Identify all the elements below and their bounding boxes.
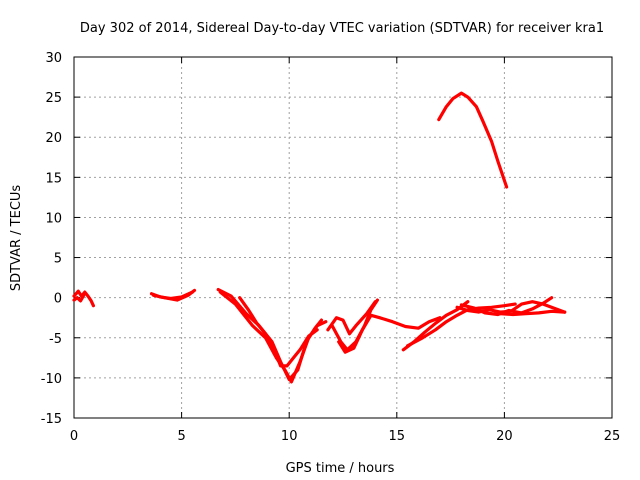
y-tick-label: -10	[41, 372, 62, 387]
series-arc-6d	[459, 296, 554, 317]
series-arc-5	[326, 300, 377, 336]
x-tick-label: 20	[496, 429, 513, 444]
series-arc-1	[72, 289, 96, 308]
chart-title: Day 302 of 2014, Sidereal Day-to-day VTE…	[80, 21, 604, 36]
series-arc-2b	[152, 288, 197, 302]
y-axis-label: SDTVAR / TECUs	[9, 185, 24, 292]
x-tick-label: 15	[389, 429, 406, 444]
x-axis-label: GPS time / hours	[286, 461, 395, 476]
grid-lines	[74, 57, 612, 418]
y-tick-label: 15	[45, 171, 62, 186]
x-tick-label: 0	[70, 429, 78, 444]
series-arc-6e	[498, 309, 567, 317]
plot-frame	[73, 56, 613, 419]
axis-ticks: 0 5 10 15 20 25 -15 -10 -5 0 5 10 15 20 25 30	[41, 51, 621, 444]
series-arc-7	[437, 91, 509, 189]
x-tick-label: 10	[281, 429, 298, 444]
y-tick-label: 10	[45, 211, 62, 226]
y-tick-label: -15	[41, 412, 62, 427]
x-tick-label: 25	[604, 429, 621, 444]
x-tick-label: 5	[177, 429, 185, 444]
series-arc-6b	[406, 302, 517, 348]
series-arc-1b	[72, 293, 86, 303]
y-tick-label: 25	[45, 91, 62, 106]
y-tick-label: -5	[49, 332, 62, 347]
series-arc-4	[238, 296, 319, 368]
y-tick-label: 30	[45, 51, 62, 66]
data-series	[72, 91, 567, 384]
y-tick-label: 0	[54, 292, 62, 307]
series-arc-5c	[337, 313, 442, 354]
y-tick-label: 20	[45, 131, 62, 146]
y-tick-label: 5	[54, 252, 62, 267]
